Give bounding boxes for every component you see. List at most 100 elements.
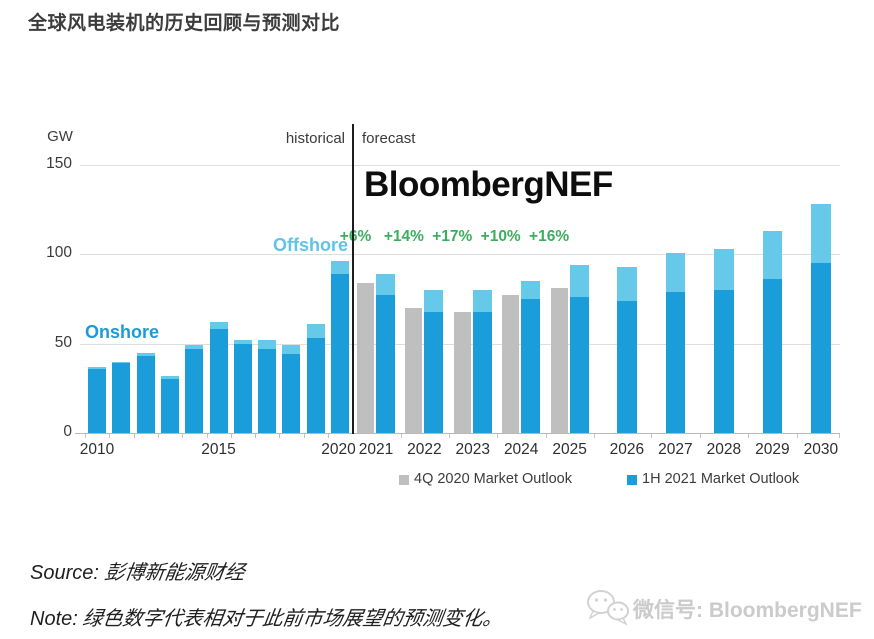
y-tick-label-0: 0 — [63, 423, 72, 440]
pct-change-label-2025: +16% — [529, 228, 570, 245]
bar-4q2020-outlook-2022 — [405, 307, 423, 433]
legend-label-1h2021: 1H 2021 Market Outlook — [642, 471, 800, 487]
source-line: Source: 彭博新能源财经 — [30, 556, 246, 585]
pct-change-label-2024: +10% — [480, 228, 521, 245]
x-tick — [449, 434, 450, 438]
y-tick-label-150: 150 — [46, 155, 72, 172]
bar-offshore-2015 — [209, 322, 228, 330]
x-tick — [157, 434, 159, 438]
bar-onshore-2023 — [472, 311, 492, 433]
bar-onshore-2015 — [209, 329, 228, 433]
bar-onshore-2010 — [88, 368, 106, 433]
x-tick — [85, 434, 86, 438]
bar-offshore-2010 — [88, 366, 106, 369]
bar-onshore-2011 — [112, 363, 131, 433]
bar-onshore-2020 — [331, 273, 349, 433]
x-tick — [182, 434, 184, 438]
bar-offshore-2016 — [233, 340, 252, 344]
x-tick — [303, 434, 305, 438]
bar-offshore-2028 — [714, 248, 734, 291]
bar-4q2020-outlook-2024 — [502, 295, 520, 433]
x-tick — [699, 434, 701, 438]
bar-4q2020-outlook-2023 — [453, 311, 471, 433]
pct-change-label-2022: +14% — [383, 228, 424, 245]
x-tick — [545, 434, 547, 438]
source-text: 彭博新能源财经 — [102, 562, 246, 584]
bar-offshore-2012 — [136, 352, 155, 357]
bar-onshore-2025 — [569, 297, 589, 433]
chart-legend: 4Q 2020 Market Outlook 1H 2021 Market Ou… — [0, 471, 874, 495]
bar-offshore-2025 — [569, 265, 589, 298]
bar-offshore-2022 — [424, 290, 444, 312]
x-tick — [109, 434, 111, 438]
bar-onshore-2021 — [376, 295, 395, 433]
x-axis-label-2030: 2030 — [803, 441, 839, 458]
bar-offshore-2011 — [112, 361, 131, 364]
x-tick — [796, 434, 798, 438]
bar-onshore-2013 — [160, 379, 179, 433]
bar-offshore-2026 — [617, 266, 637, 301]
source-label: Source: — [30, 562, 99, 584]
bar-offshore-2030 — [811, 204, 831, 264]
wind-installation-chart: GW historical forecast BloombergNEF Onsh… — [0, 100, 874, 510]
onshore-series-label: Onshore — [85, 322, 160, 342]
note-line: Note: 绿色数字代表相对于此前市场展望的预测变化。 — [30, 602, 505, 631]
forecast-section-label: forecast — [362, 130, 416, 147]
x-axis-label-2010: 2010 — [79, 441, 115, 458]
bar-offshore-2019 — [306, 324, 325, 339]
x-tick — [230, 434, 232, 438]
note-label: Note: — [30, 608, 78, 630]
bar-4q2020-outlook-2021 — [357, 282, 374, 433]
bar-onshore-2016 — [233, 343, 252, 433]
bar-onshore-2029 — [762, 279, 783, 433]
bar-4q2020-outlook-2025 — [550, 288, 568, 433]
x-axis-label-2026: 2026 — [609, 441, 645, 458]
x-tick — [839, 434, 840, 438]
historical-forecast-divider — [352, 124, 354, 434]
page-title: 全球风电装机的历史回顾与预测对比 — [28, 13, 341, 34]
bar-onshore-2028 — [714, 290, 734, 433]
gridline-150 — [80, 165, 840, 166]
y-tick-label-100: 100 — [46, 244, 72, 262]
wechat-icon — [585, 587, 631, 629]
x-tick — [279, 434, 281, 438]
bar-offshore-2013 — [160, 375, 179, 380]
wechat-watermark-text: 微信号: BloombergNEF — [633, 599, 862, 622]
bar-onshore-2022 — [424, 311, 444, 433]
historical-section-label: historical — [285, 130, 345, 147]
bar-offshore-2027 — [665, 252, 686, 292]
x-tick — [497, 434, 499, 438]
x-tick — [400, 434, 402, 438]
legend-swatch-4q2020 — [399, 475, 409, 485]
legend-swatch-1h2021 — [627, 475, 637, 485]
bar-offshore-2024 — [521, 281, 541, 299]
x-tick — [255, 434, 257, 438]
y-tick-label-50: 50 — [54, 333, 72, 351]
legend-label-4q2020: 4Q 2020 Market Outlook — [414, 471, 572, 487]
x-axis-label-2020: 2020 — [321, 441, 356, 458]
bar-onshore-2019 — [306, 338, 325, 433]
gridline-100 — [80, 254, 840, 256]
x-tick — [206, 434, 208, 438]
bar-onshore-2027 — [665, 291, 686, 433]
x-tick — [328, 434, 329, 438]
bar-offshore-2018 — [282, 345, 301, 355]
pct-change-label-2021: +6% — [339, 228, 372, 245]
bar-onshore-2024 — [521, 299, 541, 433]
pct-change-label-2023: +17% — [432, 228, 473, 245]
bar-offshore-2014 — [185, 345, 204, 350]
x-axis-label-2023: 2023 — [455, 441, 491, 458]
bar-onshore-2014 — [185, 349, 204, 433]
x-tick — [748, 434, 749, 438]
x-tick — [133, 434, 135, 438]
x-axis-label-2025: 2025 — [552, 441, 587, 458]
bar-offshore-2021 — [376, 273, 395, 296]
x-tick — [651, 434, 652, 438]
y-axis-unit-label: GW — [47, 128, 73, 145]
x-axis-label-2027: 2027 — [658, 441, 693, 458]
bar-onshore-2018 — [282, 354, 301, 433]
bar-onshore-2030 — [811, 263, 831, 433]
bloombergnef-watermark: BloombergNEF — [364, 165, 613, 204]
bar-offshore-2017 — [258, 340, 277, 349]
